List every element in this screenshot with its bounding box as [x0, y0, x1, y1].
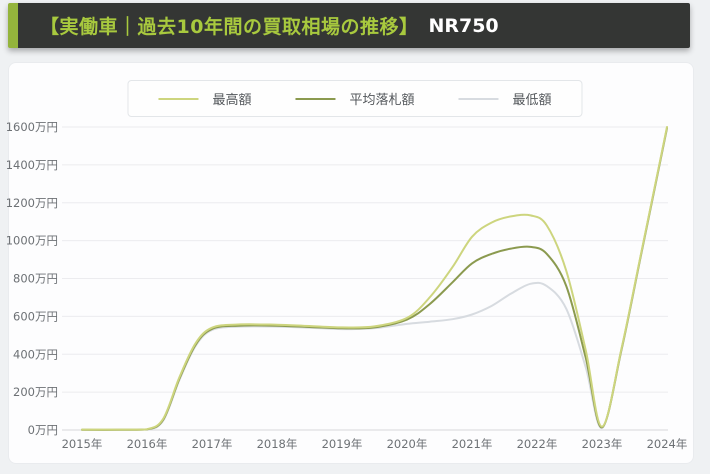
x-tick-label: 2024年: [647, 437, 688, 451]
legend-item-average: 平均落札額: [295, 89, 415, 108]
y-tick-label: 0万円: [28, 423, 58, 437]
legend-swatch-highest: [158, 97, 199, 100]
x-tick-label: 2022年: [517, 437, 558, 451]
y-tick-label: 1000万円: [6, 234, 58, 248]
line-highest: [81, 126, 668, 431]
chart-legend: 最高額 平均落札額 最低額: [127, 80, 583, 117]
y-tick-label: 200万円: [13, 385, 58, 399]
x-tick-label: 2021年: [452, 437, 493, 451]
page-title: 【実働車｜過去10年間の買取相場の推移】: [40, 16, 419, 38]
x-tick-label: 2019年: [322, 437, 363, 451]
x-tick-label: 2023年: [582, 437, 623, 451]
legend-label-average: 平均落札額: [349, 93, 415, 108]
legend-label-highest: 最高額: [212, 93, 252, 108]
y-tick-label: 1600万円: [6, 120, 58, 134]
x-tick-label: 2017年: [192, 437, 233, 451]
y-tick-label: 600万円: [13, 309, 58, 323]
line-lowest: [81, 127, 668, 431]
y-tick-label: 800万円: [13, 272, 58, 286]
legend-swatch-average: [295, 97, 336, 100]
chart-card: [8, 62, 694, 464]
model-name: NR750: [428, 14, 499, 37]
x-tick-label: 2015年: [62, 437, 103, 451]
legend-item-lowest: 最低額: [458, 89, 552, 108]
x-tick-label: 2016年: [127, 437, 168, 451]
x-tick-label: 2020年: [387, 437, 428, 451]
y-tick-label: 1200万円: [6, 196, 58, 210]
legend-item-highest: 最高額: [158, 89, 251, 108]
legend-label-lowest: 最低額: [512, 93, 552, 108]
x-tick-label: 2018年: [257, 437, 298, 451]
legend-swatch-lowest: [458, 97, 499, 100]
y-tick-label: 1400万円: [6, 158, 58, 172]
chart-title-bar: 【実働車｜過去10年間の買取相場の推移】 NR750: [8, 3, 690, 48]
y-tick-label: 400万円: [13, 347, 58, 361]
